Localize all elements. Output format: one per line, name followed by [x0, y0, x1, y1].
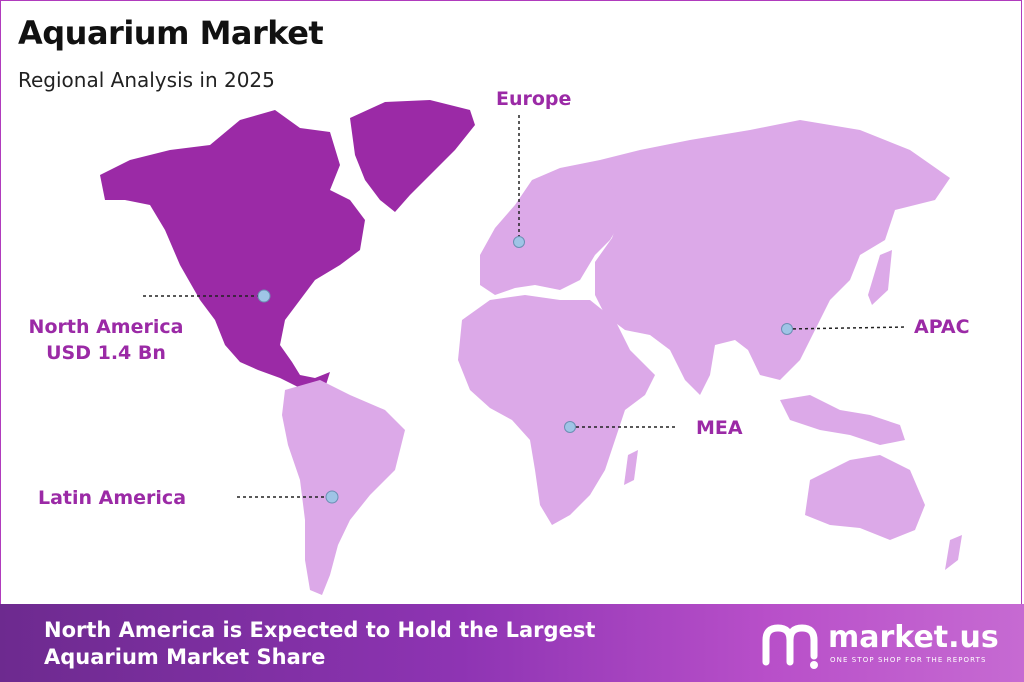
africa-shape [458, 295, 655, 525]
footer-headline-line2: Aquarium Market Share [44, 645, 326, 669]
apac-marker [781, 323, 793, 335]
new-zealand-shape [945, 535, 962, 570]
madagascar-shape [624, 450, 638, 485]
brand-name: market.us [828, 620, 999, 655]
europe-marker [513, 236, 525, 248]
brand-logo: market.us ONE STOP SHOP FOR THE REPORTS [760, 618, 1000, 670]
north-america-name: North America [28, 316, 184, 338]
page-title: Aquarium Market [18, 14, 324, 52]
region-label-latin-america: Latin America [38, 487, 187, 509]
mea-marker [564, 421, 576, 433]
north-america-shape [100, 110, 365, 388]
region-label-north-america: North America USD 1.4 Bn [16, 314, 196, 366]
south-america-shape [282, 380, 405, 595]
brand-tagline: ONE STOP SHOP FOR THE REPORTS [830, 656, 987, 664]
north-america-value: USD 1.4 Bn [46, 342, 166, 364]
north-america-marker [257, 289, 271, 303]
japan-shape [868, 250, 892, 305]
market-us-logo-icon [762, 624, 818, 669]
latin-america-marker [325, 490, 339, 504]
greenland-shape [350, 100, 475, 212]
apac-leader-line [786, 326, 908, 330]
world-map [100, 100, 962, 595]
europe-shape [480, 160, 625, 295]
asia-shape [595, 120, 950, 395]
region-label-europe: Europe [496, 88, 572, 110]
region-label-mea: MEA [696, 417, 743, 439]
footer-headline-line1: North America is Expected to Hold the La… [44, 618, 596, 642]
se-asia-islands-shape [780, 395, 905, 445]
region-label-apac: APAC [914, 316, 970, 338]
footer-headline: North America is Expected to Hold the La… [44, 617, 595, 671]
australia-shape [805, 455, 925, 540]
footer-banner: North America is Expected to Hold the La… [0, 604, 1024, 682]
page-subtitle: Regional Analysis in 2025 [18, 68, 275, 92]
